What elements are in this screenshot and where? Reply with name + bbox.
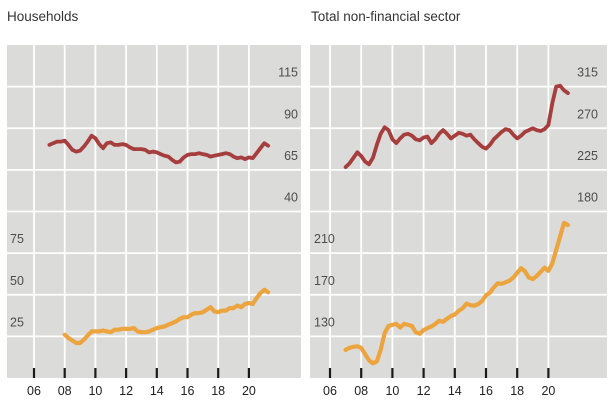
right-axis-label: 90 <box>284 107 298 121</box>
x-axis-label: 20 <box>541 384 555 398</box>
right-axis-label: 65 <box>284 149 298 163</box>
total-non-financial-sector-plot: 06 08 10 12 14 16 18 20 315 270 225 180 210 170 130 <box>310 45 607 398</box>
right-axis-label: 115 <box>278 66 298 80</box>
chart-title-households: Households <box>7 9 79 24</box>
households-chart: Households 06 08 10 12 14 16 18 20 115 90 65 40 75 50… <box>0 0 302 419</box>
x-axis-label: 08 <box>58 384 72 398</box>
right-axis-label: 315 <box>577 66 598 80</box>
x-axis-label: 06 <box>323 384 337 398</box>
x-axis-label: 08 <box>354 384 368 398</box>
x-axis-label: 16 <box>181 384 195 398</box>
left-axis-label: 25 <box>10 315 24 329</box>
x-axis-label: 10 <box>88 384 102 398</box>
x-axis-label: 06 <box>27 384 41 398</box>
x-axis-label: 16 <box>479 384 493 398</box>
x-axis-label: 18 <box>510 384 524 398</box>
left-axis-label: 50 <box>10 274 24 288</box>
x-axis-label: 10 <box>385 384 399 398</box>
left-axis-label: 170 <box>314 274 335 288</box>
total-non-financial-sector-chart: Total non-financial sector 06 08 10 12 14 16 1… <box>304 0 609 419</box>
left-axis-label: 75 <box>10 232 24 246</box>
x-axis-label: 20 <box>242 384 256 398</box>
left-axis-label: 210 <box>314 232 335 246</box>
series-dark_red_upper_line <box>343 83 570 170</box>
right-axis-label: 180 <box>577 191 598 205</box>
series-orange_lower_line <box>343 220 570 366</box>
x-axis-label: 14 <box>150 384 164 398</box>
series-orange_lower_line <box>62 287 271 346</box>
left-axis-label: 130 <box>314 315 335 329</box>
x-axis-label: 18 <box>211 384 225 398</box>
right-axis-label: 40 <box>284 191 298 205</box>
series-dark_red_upper_line <box>47 133 271 165</box>
right-axis-label: 225 <box>577 149 598 163</box>
x-axis-label: 14 <box>448 384 462 398</box>
x-axis-label: 12 <box>119 384 133 398</box>
right-axis-label: 270 <box>577 107 598 121</box>
x-axis-label: 12 <box>417 384 431 398</box>
chart-title-total-non-financial-sector: Total non-financial sector <box>311 9 461 24</box>
households-plot: 06 08 10 12 14 16 18 20 115 90 65 40 75 50 25 <box>7 45 301 398</box>
